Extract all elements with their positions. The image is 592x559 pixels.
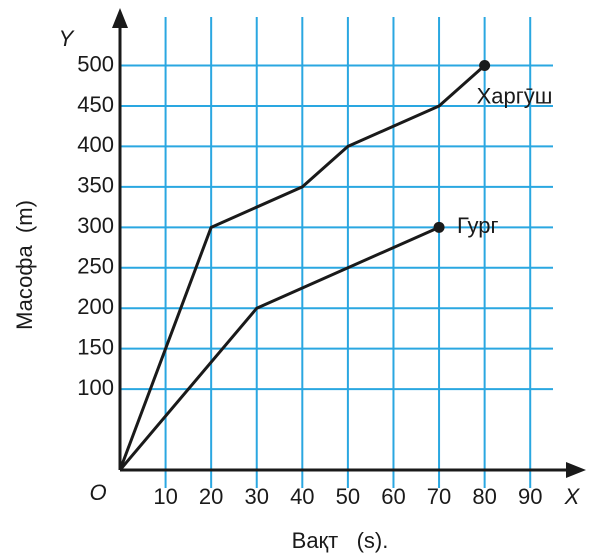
x-tick-label: 80 bbox=[472, 484, 496, 509]
y-tick-label: 500 bbox=[77, 51, 114, 76]
y-axis-label: Масофа (m) bbox=[12, 200, 37, 330]
x-tick-label: 70 bbox=[427, 484, 451, 509]
x-axis-arrow bbox=[566, 462, 586, 478]
y-axis-letter: Y bbox=[59, 26, 75, 51]
end-point bbox=[433, 221, 445, 233]
y-tick-label: 350 bbox=[77, 173, 114, 198]
x-axis-label: Вақт (s). bbox=[292, 528, 389, 553]
x-tick-label: 10 bbox=[153, 484, 177, 509]
y-axis-arrow bbox=[112, 8, 128, 28]
x-tick-label: 90 bbox=[518, 484, 542, 509]
data-line bbox=[118, 225, 440, 471]
y-tick-label: 250 bbox=[77, 254, 114, 279]
end-point bbox=[479, 60, 491, 72]
series-label: Харгӯш bbox=[477, 83, 553, 108]
y-tick-label: 400 bbox=[77, 132, 114, 157]
y-tick-label: 300 bbox=[77, 213, 114, 238]
x-tick-label: 50 bbox=[336, 484, 360, 509]
origin-label: O bbox=[89, 480, 106, 505]
series-label: Гург bbox=[457, 213, 498, 238]
x-axis-letter: X bbox=[564, 484, 581, 509]
y-tick-label: 150 bbox=[77, 334, 114, 359]
y-tick-label: 450 bbox=[77, 92, 114, 117]
data-line bbox=[118, 64, 486, 471]
y-tick-label: 200 bbox=[77, 294, 114, 319]
x-tick-label: 30 bbox=[244, 484, 268, 509]
y-tick-label: 100 bbox=[77, 375, 114, 400]
x-tick-label: 40 bbox=[290, 484, 314, 509]
x-tick-label: 60 bbox=[381, 484, 405, 509]
x-tick-label: 20 bbox=[199, 484, 223, 509]
